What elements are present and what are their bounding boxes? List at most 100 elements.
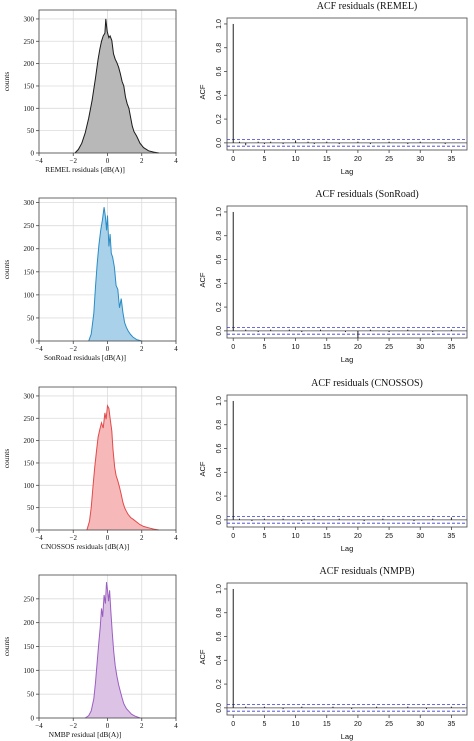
y-axis-label: counts xyxy=(2,637,11,657)
x-tick-label: 0 xyxy=(231,156,235,163)
x-tick-label: −4 xyxy=(35,157,43,165)
y-tick-label: 0.0 xyxy=(216,326,223,336)
x-tick-label: 0 xyxy=(106,157,110,165)
y-axis-label: ACF xyxy=(198,461,207,476)
x-tick-label: 2 xyxy=(140,157,144,165)
x-tick-label: 30 xyxy=(416,156,424,163)
x-tick-label: 25 xyxy=(385,344,393,351)
x-tick-label: 0 xyxy=(106,345,110,353)
y-tick-label: 150 xyxy=(24,268,35,276)
y-tick-label: 0.8 xyxy=(216,608,223,618)
x-tick-label: 30 xyxy=(416,344,424,351)
x-tick-label: 15 xyxy=(323,344,331,351)
y-tick-label: 200 xyxy=(24,60,35,68)
x-axis-label: CNOSSOS residuals [dB(A)] xyxy=(41,542,129,551)
x-axis-label: Lag xyxy=(341,544,354,553)
y-tick-label: 150 xyxy=(24,82,35,90)
y-tick-label: 100 xyxy=(24,482,35,490)
y-axis-label: counts xyxy=(2,260,11,280)
histogram-panel: −4 −2 0 2 4 0 50 100 150 200 250 300 CNOSSOS residua… xyxy=(2,386,178,551)
density-area xyxy=(74,18,159,154)
y-tick-label: 0.8 xyxy=(216,231,223,241)
y-tick-label: 200 xyxy=(24,619,35,627)
y-tick-label: 100 xyxy=(24,667,35,675)
acf-panel: ACF residuals (NMPB) 0 5 10 15 20 25 30 35 0.0 0.2… xyxy=(198,566,468,741)
y-axis-label: counts xyxy=(2,72,11,92)
acf-panel: ACF residuals (REMEL) 0 5 10 15 20 25 30 35 0.0 0.… xyxy=(198,1,468,176)
histogram-panel: −4 −2 0 2 4 0 50 100 150 200 250 300 SonRoad residua… xyxy=(2,197,178,362)
x-tick-label: −4 xyxy=(35,345,43,353)
density-line xyxy=(86,404,159,531)
x-tick-label: 35 xyxy=(448,156,456,163)
x-tick-label: 2 xyxy=(140,722,144,730)
x-tick-label: 10 xyxy=(292,344,300,351)
x-tick-label: 10 xyxy=(292,533,300,540)
x-tick-label: 4 xyxy=(174,722,178,730)
density-line xyxy=(74,18,159,154)
y-tick-label: 150 xyxy=(24,643,35,651)
x-tick-label: 15 xyxy=(323,156,331,163)
x-tick-label: 20 xyxy=(354,344,362,351)
y-tick-label: 250 xyxy=(24,222,35,230)
y-tick-label: 0.4 xyxy=(216,655,223,665)
x-tick-label: 20 xyxy=(354,156,362,163)
plot-frame xyxy=(226,17,468,151)
x-tick-label: 0 xyxy=(106,534,110,542)
plot-frame xyxy=(226,582,468,716)
x-axis-label: Lag xyxy=(341,355,354,364)
x-tick-label: 25 xyxy=(385,721,393,728)
y-tick-label: 50 xyxy=(27,691,35,699)
y-tick-label: 0.4 xyxy=(216,467,223,477)
y-tick-label: 250 xyxy=(24,595,35,603)
y-tick-label: 0.2 xyxy=(216,491,223,501)
y-tick-label: 0 xyxy=(31,715,35,723)
y-tick-label: 250 xyxy=(24,38,35,46)
y-axis-label: ACF xyxy=(198,272,207,287)
x-axis-label: SonRoad residuals [dB(A)] xyxy=(44,353,126,362)
y-tick-label: 300 xyxy=(24,15,35,23)
x-tick-label: −2 xyxy=(70,534,78,542)
plot-frame xyxy=(226,394,468,528)
x-tick-label: 25 xyxy=(385,533,393,540)
y-tick-label: 100 xyxy=(24,105,35,113)
x-tick-label: 15 xyxy=(323,533,331,540)
x-tick-label: −4 xyxy=(35,722,43,730)
y-tick-label: 0.6 xyxy=(216,67,223,77)
y-axis-label: counts xyxy=(2,449,11,469)
y-tick-label: 0.0 xyxy=(216,703,223,713)
chart-title: ACF residuals (CNOSSOS) xyxy=(311,378,423,389)
y-axis-label: ACF xyxy=(198,84,207,99)
y-tick-label: 300 xyxy=(24,199,35,207)
y-tick-label: 0.0 xyxy=(216,515,223,525)
y-tick-label: 0.4 xyxy=(216,278,223,288)
x-tick-label: 4 xyxy=(174,345,178,353)
x-tick-label: 30 xyxy=(416,721,424,728)
x-tick-label: 5 xyxy=(262,344,266,351)
x-tick-label: 25 xyxy=(385,156,393,163)
acf-panel: ACF residuals (CNOSSOS) 0 5 10 15 20 25 30 35 0.0… xyxy=(198,378,468,553)
y-tick-label: 0 xyxy=(31,150,35,158)
histogram-panel: −4 −2 0 2 4 0 50 100 150 200 250 300 REMEL residuals… xyxy=(2,9,178,174)
x-tick-label: 2 xyxy=(140,345,144,353)
y-tick-label: 0.2 xyxy=(216,114,223,124)
y-tick-label: 0 xyxy=(31,338,35,346)
y-tick-label: 150 xyxy=(24,459,35,467)
x-tick-label: 4 xyxy=(174,157,178,165)
density-area xyxy=(88,207,142,341)
x-tick-label: 5 xyxy=(262,533,266,540)
y-tick-label: 0.6 xyxy=(216,255,223,265)
density-line xyxy=(88,207,142,342)
x-tick-label: 5 xyxy=(262,156,266,163)
y-tick-label: 1.0 xyxy=(216,19,223,29)
y-tick-label: 1.0 xyxy=(216,207,223,217)
x-tick-label: −2 xyxy=(70,157,78,165)
density-area xyxy=(85,582,141,718)
x-tick-label: 2 xyxy=(140,534,144,542)
y-tick-label: 0.0 xyxy=(216,138,223,148)
plot-frame xyxy=(226,205,468,339)
y-tick-label: 0.6 xyxy=(216,444,223,454)
x-axis-label: NMBP residual [dB(A)] xyxy=(49,730,122,739)
chart-title: ACF residuals (SonRoad) xyxy=(315,189,418,200)
y-tick-label: 0.6 xyxy=(216,632,223,642)
